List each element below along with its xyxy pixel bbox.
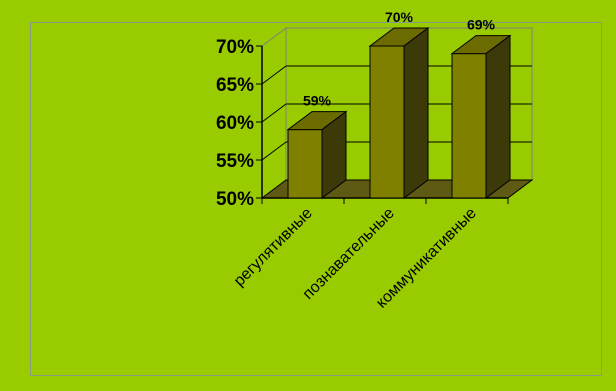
gridline-side — [261, 141, 287, 161]
bar-front — [451, 53, 487, 199]
side-wall-top-edge — [261, 27, 287, 47]
bar-side — [321, 110, 347, 199]
bar-side — [485, 34, 511, 199]
bar-front — [369, 45, 405, 199]
bar-value-label: 69% — [467, 17, 496, 33]
bar-value-label: 70% — [385, 9, 414, 25]
y-tick-label: 60% — [216, 113, 254, 134]
y-tick-label: 55% — [216, 151, 254, 172]
chart-frame — [30, 22, 602, 376]
gridline-side — [261, 103, 287, 123]
y-tick-label: 70% — [216, 37, 254, 58]
bar-front — [287, 129, 323, 199]
y-tick-label: 65% — [216, 75, 254, 96]
gridline-side — [261, 65, 287, 85]
bar-value-label: 59% — [303, 93, 332, 109]
bar-side — [403, 27, 429, 199]
y-tick-label: 50% — [216, 189, 254, 210]
x-category-label: регулятивные — [231, 205, 316, 290]
